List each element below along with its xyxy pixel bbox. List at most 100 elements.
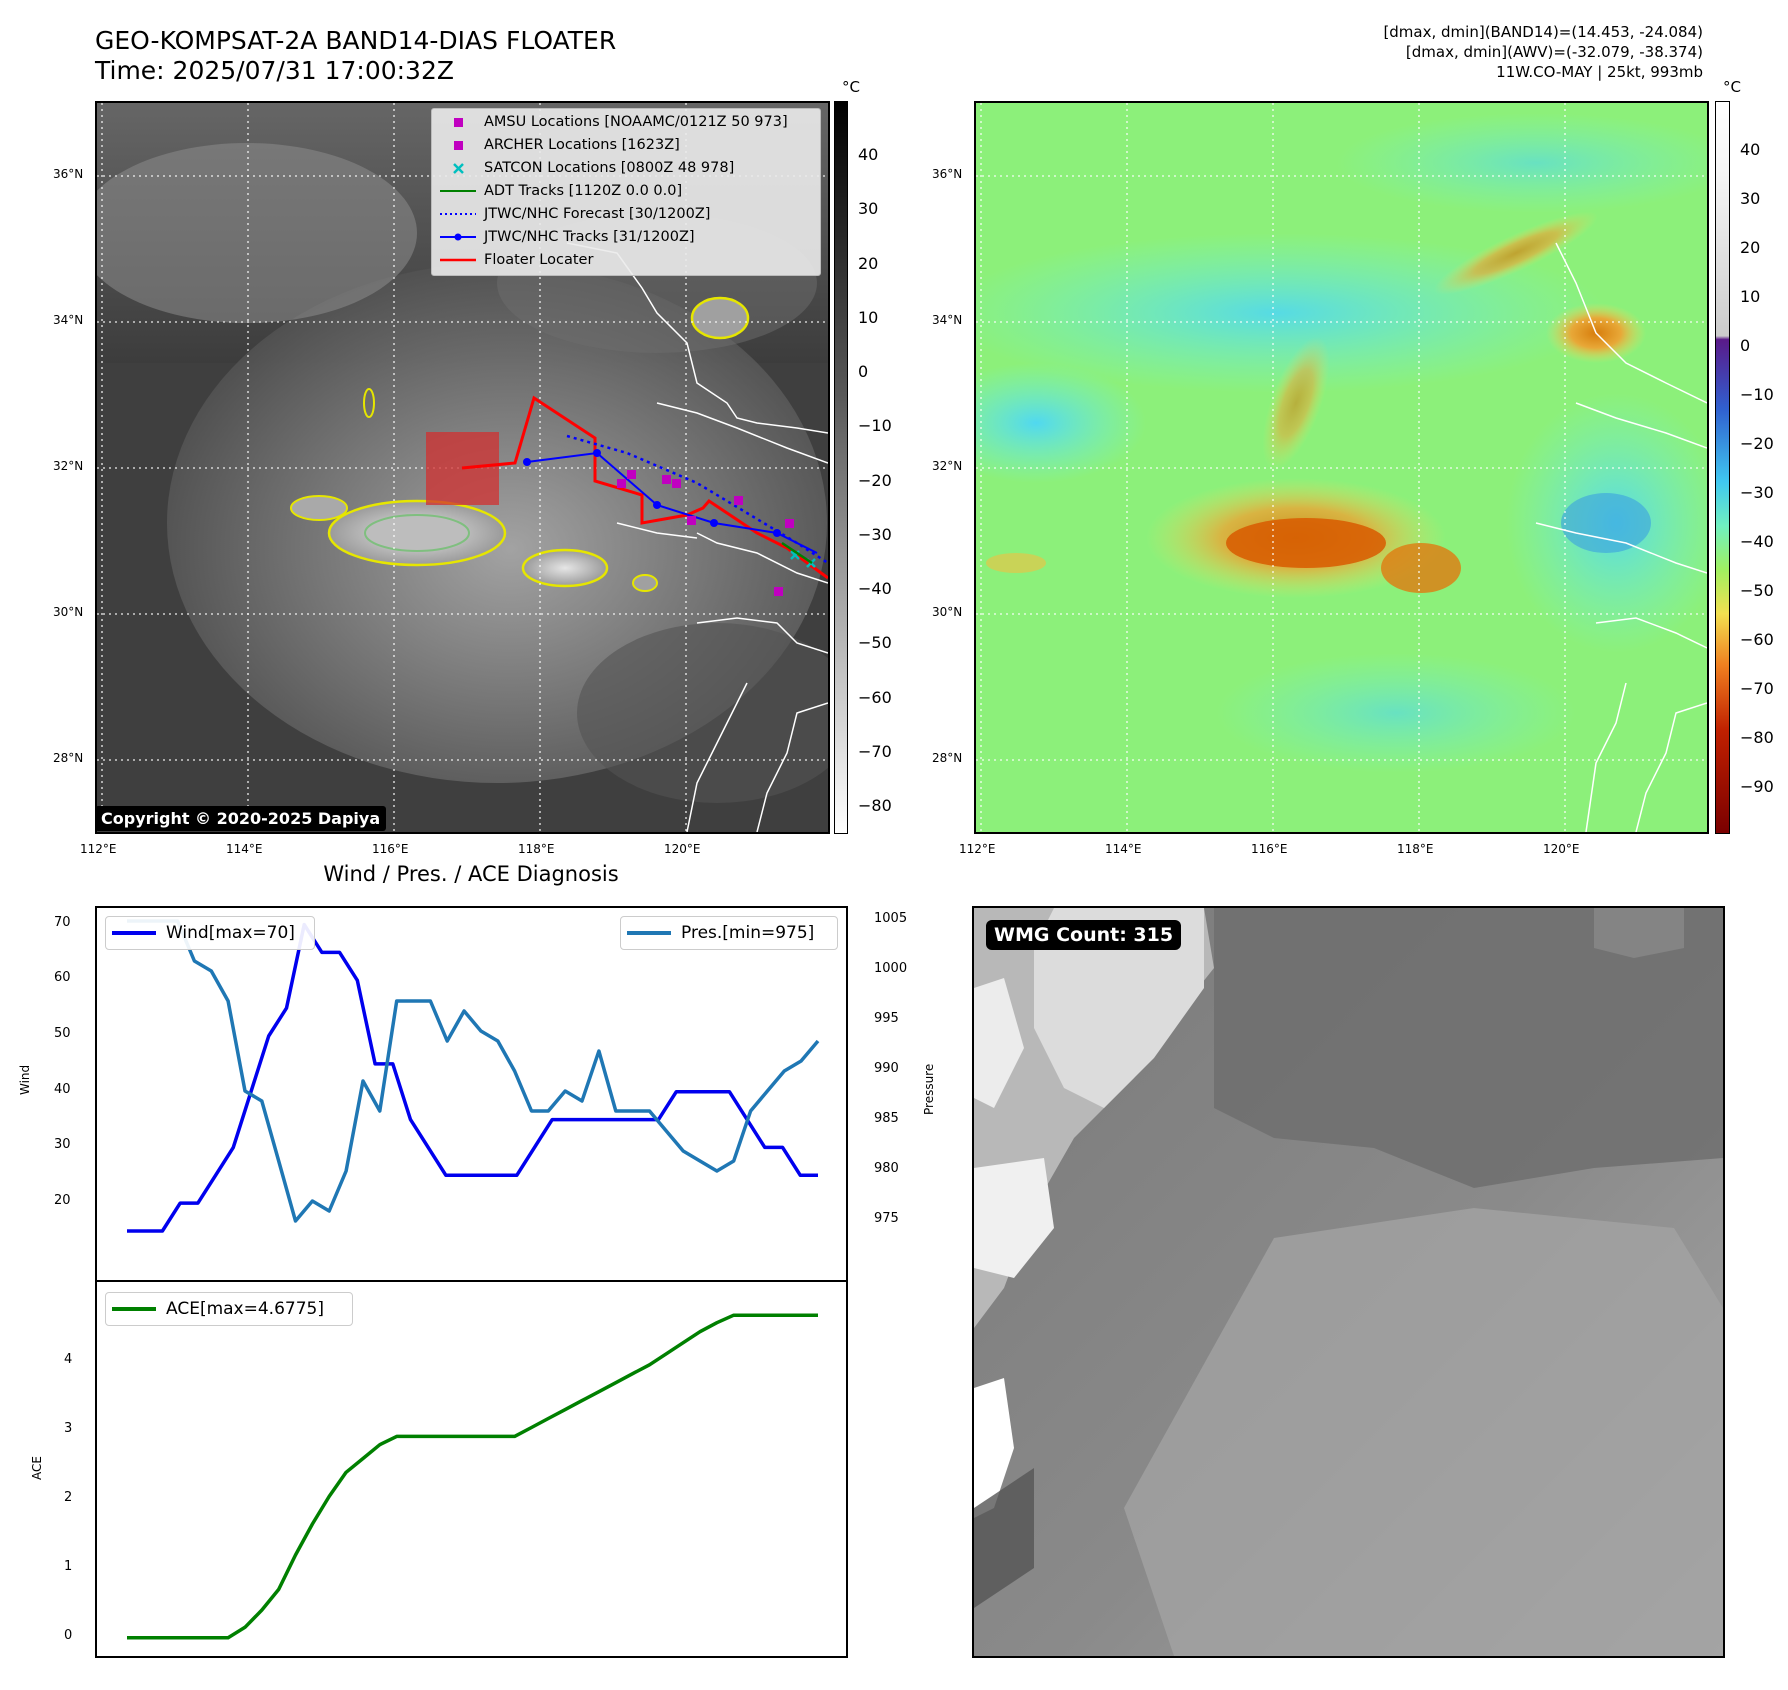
jtwc-track	[526, 451, 818, 554]
title-satellite: GEO-KOMPSAT-2A BAND14-DIAS FLOATER	[95, 26, 617, 55]
legend-forecast-label: JTWC/NHC Forecast [30/1200Z]	[484, 206, 711, 222]
wv-lon-118: 118°E	[1397, 842, 1434, 856]
wv-image-map	[976, 103, 1707, 832]
wv-lon-116: 116°E	[1251, 842, 1288, 856]
ir-lat-30: 30°N	[53, 605, 84, 619]
pressure-series-line	[127, 919, 820, 1223]
pres-legend-swatch	[627, 931, 671, 935]
wv-colorbar-tick: 40	[1740, 140, 1761, 159]
pres-legend-label: Pres.[min=975]	[681, 923, 815, 943]
wv-colorbar-tick: −40	[1740, 532, 1774, 551]
stats-band14: [dmax, dmin](BAND14)=(14.453, -24.084)	[1383, 23, 1703, 41]
wv-warm-anomalies	[986, 211, 1646, 598]
wv-lon-120: 120°E	[1543, 842, 1580, 856]
amsu-archer-markers	[617, 470, 794, 596]
ace-tick-label: 2	[64, 1489, 73, 1505]
legend-satcon-marker	[453, 163, 464, 174]
legend-tracks-line	[440, 233, 476, 241]
wv-colorbar-tick: 30	[1740, 189, 1761, 208]
figure-title: GEO-KOMPSAT-2A BAND14-DIAS FLOATER Time:…	[95, 26, 616, 86]
wv-image-panel	[974, 101, 1709, 834]
wv-colorbar-tick: −60	[1740, 630, 1774, 649]
wmg-image-panel	[972, 906, 1725, 1658]
ace-tick-label: 3	[64, 1420, 73, 1436]
ir-lon-114: 114°E	[226, 842, 263, 856]
title-time: Time: 2025/07/31 17:00:32Z	[95, 56, 454, 85]
ace-tick-label: 0	[64, 1627, 73, 1643]
ir-colorbar-tick: −60	[858, 687, 892, 707]
ir-colorbar-tick: 40	[858, 145, 879, 164]
wv-colorbar-tick: −20	[1740, 434, 1774, 453]
wmg-count-badge: WMG Count: 315	[986, 920, 1182, 950]
wv-gridlines	[976, 103, 1707, 832]
ir-cold-tops	[290, 296, 750, 592]
ace-plot: ACE[max=4.6775]	[95, 1280, 848, 1658]
floater-locater-track	[461, 395, 828, 580]
stats-storm: 11W.CO-MAY | 25kt, 993mb	[1496, 63, 1703, 81]
legend-floater-line	[440, 258, 476, 262]
legend-tracks-label: JTWC/NHC Tracks [31/1200Z]	[484, 229, 695, 245]
ir-colorbar-tick: −40	[858, 579, 892, 598]
ir-colorbar-unit: °C	[842, 78, 860, 96]
ir-lat-36: 36°N	[53, 167, 84, 181]
wind-tick-label: 30	[54, 1137, 71, 1153]
wv-colorbar-tick: −80	[1740, 728, 1774, 747]
ir-colorbar-tick: −80	[858, 796, 892, 815]
ir-colorbar-tick: 0	[858, 362, 869, 381]
legend-amsu-marker	[454, 118, 463, 127]
ir-lon-118: 118°E	[518, 842, 555, 856]
wind-series-line	[127, 922, 818, 1233]
copyright-badge: Copyright © 2020-2025 Dapiya	[95, 806, 387, 831]
adt-track	[781, 541, 813, 565]
wv-colorbar-tick: −90	[1740, 777, 1774, 796]
stats-awv: [dmax, dmin](AWV)=(-32.079, -38.374)	[1405, 43, 1703, 61]
wind-tick-label: 50	[54, 1026, 71, 1041]
wind-legend: Wind[max=70]	[105, 916, 315, 950]
wv-lon-114: 114°E	[1105, 842, 1142, 856]
wmg-dark-region	[1214, 908, 1723, 1188]
legend-archer-marker	[454, 141, 463, 150]
wind-axis-label: Wind	[18, 1064, 32, 1095]
wind-legend-swatch	[112, 931, 156, 935]
wind-tick-label: 60	[54, 970, 71, 986]
ir-colorbar-tick: 10	[858, 307, 879, 327]
pressure-tick-label: 975	[874, 1211, 899, 1226]
ir-colorbar	[834, 101, 848, 834]
ace-legend-swatch	[112, 1307, 156, 1311]
wv-colorbar-tick: 20	[1740, 238, 1761, 257]
pressure-tick-label: 1005	[874, 911, 908, 926]
wv-lat-36: 36°N	[932, 167, 963, 181]
ace-tick-label: 4	[64, 1352, 73, 1368]
figure-stats: [dmax, dmin](BAND14)=(14.453, -24.084) […	[1383, 22, 1703, 82]
wind-tick-label: 70	[54, 914, 71, 930]
legend-adt-line	[440, 190, 476, 192]
legend-amsu-label: AMSU Locations [NOAAMC/0121Z 50 973]	[484, 114, 788, 130]
pressure-axis-label: Pressure	[922, 1063, 936, 1115]
ir-lon-112: 112°E	[80, 842, 117, 856]
pressure-tick-label: 980	[874, 1161, 899, 1176]
ir-colorbar-tick: −30	[858, 524, 892, 544]
ir-colorbar-tick: −10	[858, 416, 892, 436]
ace-axis-label: ACE	[30, 1456, 44, 1480]
ace-tick-label: 1	[64, 1558, 73, 1574]
wv-coastline	[1535, 242, 1707, 832]
wv-lat-28: 28°N	[932, 751, 963, 765]
ir-lat-28: 28°N	[53, 751, 84, 765]
ir-colorbar-tick: −20	[858, 470, 892, 490]
wind-legend-label: Wind[max=70]	[166, 923, 295, 943]
jtwc-track-points	[523, 449, 781, 537]
legend-forecast-line	[440, 213, 476, 215]
wv-colorbar	[1715, 101, 1730, 834]
wv-colorbar-tick: 10	[1740, 287, 1761, 306]
ir-colorbar-tick: 20	[858, 253, 879, 273]
pressure-tick-label: 1000	[874, 961, 908, 976]
legend-archer-label: ARCHER Locations [1623Z]	[484, 137, 680, 153]
ir-colorbar-tick: −70	[858, 741, 892, 761]
legend-floater-label: Floater Locater	[484, 252, 594, 268]
ir-colorbar-tick: −50	[858, 633, 892, 653]
wmg-image	[974, 908, 1723, 1656]
pressure-tick-label: 995	[874, 1011, 899, 1026]
wv-lat-34: 34°N	[932, 313, 963, 327]
ace-series-line	[127, 1313, 818, 1640]
ir-lat-32: 32°N	[53, 459, 84, 473]
